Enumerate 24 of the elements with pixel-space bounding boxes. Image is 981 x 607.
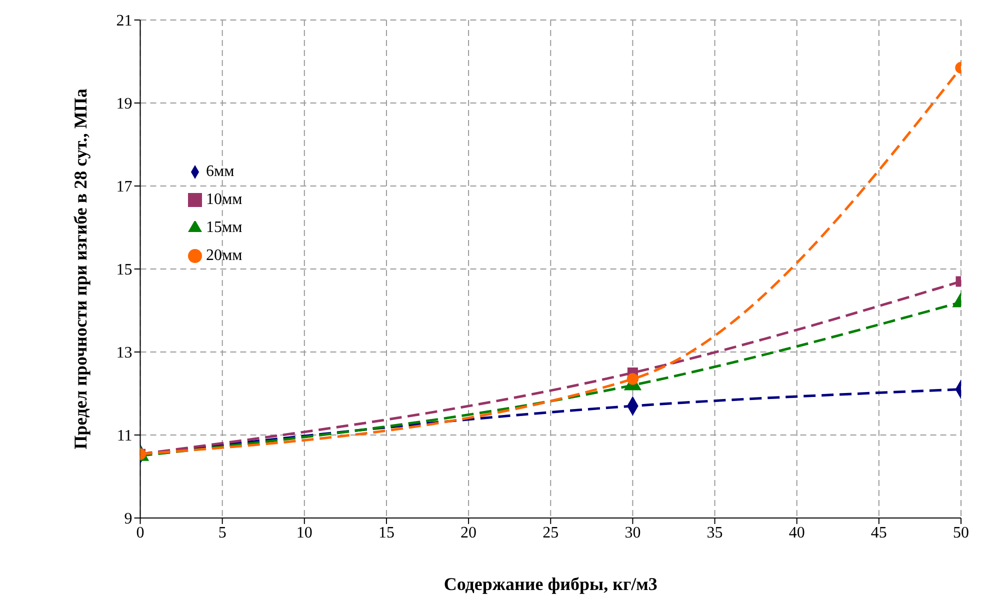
- x-axis-title: Содержание фибры, кг/м3: [444, 574, 658, 594]
- x-tick-label: 45: [870, 524, 887, 542]
- x-tick-label: 50: [953, 524, 969, 542]
- y-tick-label: 19: [116, 96, 132, 113]
- x-tick-label: 10: [296, 524, 312, 542]
- y-tick-label: 11: [116, 428, 132, 445]
- legend-label: 20мм: [206, 247, 242, 264]
- y-tick-label: 17: [116, 178, 132, 196]
- x-tick-label: 5: [218, 524, 226, 542]
- legend-label: 6мм: [206, 163, 234, 180]
- legend-label: 15мм: [206, 219, 242, 236]
- x-tick-label: 40: [788, 524, 805, 542]
- y-tick-label: 9: [124, 510, 132, 528]
- y-tick-label: 15: [116, 262, 132, 279]
- y-axis-title: Предел прочности при изгибе в 28 сут., МПа: [70, 88, 91, 450]
- x-tick-label: 20: [460, 524, 477, 542]
- x-tick-label: 30: [624, 524, 641, 542]
- legend-label: 10мм: [206, 191, 242, 208]
- y-tick-label: 13: [116, 344, 132, 362]
- x-tick-label: 15: [378, 524, 394, 542]
- x-tick-label: 25: [542, 524, 559, 542]
- x-tick-label: 35: [706, 524, 723, 542]
- y-tick-label: 21: [116, 12, 132, 30]
- x-tick-label: 0: [136, 524, 144, 542]
